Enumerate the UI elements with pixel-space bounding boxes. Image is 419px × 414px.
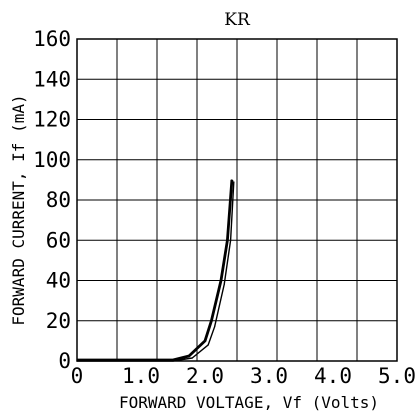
series-2-point <box>223 283 225 286</box>
plot-frame <box>76 38 398 362</box>
y-tick-label: 60 <box>46 228 71 252</box>
series-line-1 <box>77 179 234 362</box>
series-1-point <box>220 279 222 282</box>
y-tick-label: 100 <box>33 148 71 172</box>
x-tick-label: 3.0 <box>250 364 288 388</box>
y-tick-label: 120 <box>33 108 71 132</box>
y-tick-label: 160 <box>33 27 71 51</box>
y-axis-title: FORWARD CURRENT, If (mA) <box>9 94 28 325</box>
y-tick-label: 40 <box>46 269 71 293</box>
x-tick-label: 5.0 <box>378 364 416 388</box>
x-tick-labels: 0 1.0 2.0 3.0 4.0 5.0 <box>71 364 416 388</box>
chart-title: KR <box>224 10 251 30</box>
x-tick-label: 0 <box>71 364 84 388</box>
y-tick-label: 0 <box>58 349 71 373</box>
x-axis-title: FORWARD VOLTAGE, Vf (Volts) <box>119 393 379 412</box>
grid <box>77 39 397 361</box>
y-tick-label: 140 <box>33 67 71 91</box>
series-1-point <box>231 179 233 181</box>
series-layer <box>76 179 235 362</box>
y-tick-label: 80 <box>46 188 71 212</box>
series-2-point <box>233 181 235 183</box>
series-1-point <box>210 320 212 322</box>
series-2-point <box>76 360 78 362</box>
x-tick-label: 1.0 <box>122 364 160 388</box>
series-2-point <box>191 357 193 359</box>
series-1-point <box>226 239 228 241</box>
x-tick-label: 2.0 <box>186 364 224 388</box>
x-tick-label: 4.0 <box>314 364 352 388</box>
series-2-point <box>214 326 216 328</box>
series-2-point <box>207 344 209 346</box>
series-2-point <box>230 239 232 241</box>
series-2-point <box>172 360 174 362</box>
y-tick-label: 20 <box>46 309 71 333</box>
series-1-point <box>204 340 206 342</box>
y-tick-labels: 0 20 40 60 80 100 120 140 160 <box>33 27 71 373</box>
series-1-point <box>188 355 190 357</box>
series-line-2 <box>77 181 235 362</box>
